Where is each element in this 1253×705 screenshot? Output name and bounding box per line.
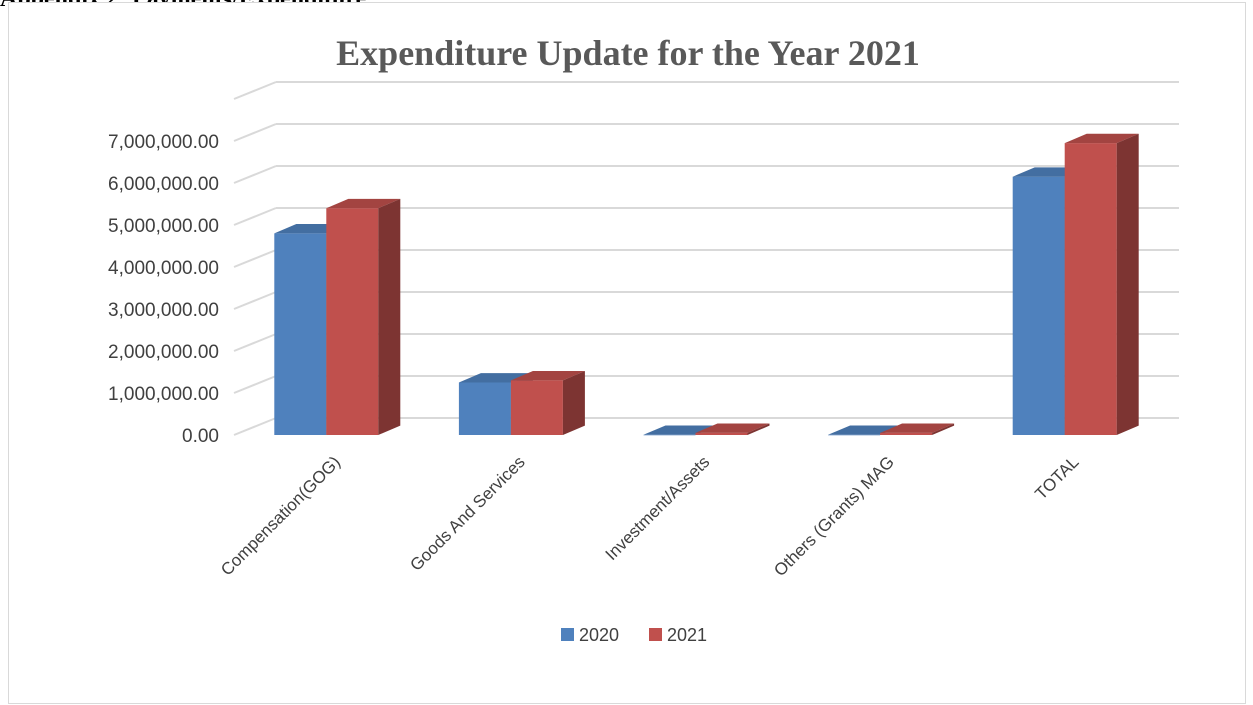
y-tick-label: 7,000,000.00	[108, 132, 219, 153]
y-tick-label: 0.00	[182, 426, 219, 447]
y-tick-label: 2,000,000.00	[108, 342, 219, 363]
bar-front	[828, 434, 881, 436]
bar-side	[1116, 133, 1139, 435]
x-tick-label: TOTAL	[1031, 452, 1082, 503]
y-tick-label: 1,000,000.00	[108, 384, 219, 405]
bar-top	[1064, 133, 1139, 144]
bar-top	[880, 423, 955, 433]
legend: 2020 2021	[561, 625, 707, 645]
chart-title: Expenditure Update for the Year 2021	[336, 33, 920, 73]
bar-front	[1064, 143, 1117, 435]
legend-label: 2021	[667, 625, 707, 645]
bar-front	[643, 434, 696, 436]
gridline-diagonal	[233, 249, 277, 268]
bar-front	[458, 382, 511, 435]
bar-front	[510, 380, 563, 435]
x-tick-label: Goods And Services	[406, 452, 528, 574]
y-tick-label: 4,000,000.00	[108, 258, 219, 279]
bar-front	[274, 233, 327, 435]
y-tick-label: 3,000,000.00	[108, 300, 219, 321]
x-tick-label: Compensation(GOG)	[217, 452, 344, 579]
gridline-diagonal	[233, 291, 277, 310]
bars	[274, 133, 1139, 436]
bar-chart: Expenditure Update for the Year 2021 0.0…	[108, 33, 1179, 645]
y-tick-label: 6,000,000.00	[108, 174, 219, 195]
gridline-diagonal	[233, 207, 277, 226]
gridline-diagonal	[233, 165, 277, 184]
x-tick-label: Investment/Assets	[602, 452, 714, 564]
bar-2021	[695, 423, 770, 435]
legend-swatch-2021	[649, 628, 662, 641]
bar-top	[695, 423, 770, 433]
bar-2021	[880, 423, 955, 435]
bar-front	[1012, 176, 1065, 435]
gridline-diagonal	[233, 333, 277, 352]
gridline-diagonal	[233, 123, 277, 142]
y-axis-ticks: 0.00 1,000,000.00 2,000,000.00 3,000,000.00…	[108, 132, 219, 447]
legend-label: 2020	[579, 625, 619, 645]
bar-top	[510, 371, 585, 381]
legend-swatch-2020	[561, 628, 574, 641]
x-tick-label: Others (Grants) MAG	[770, 452, 898, 580]
bar-front	[326, 208, 379, 435]
bar-side	[747, 423, 770, 435]
bar-2021	[1064, 133, 1139, 435]
chart-frame: Expenditure Update for the Year 2021 0.0…	[8, 2, 1246, 704]
bar-2021	[326, 198, 401, 435]
gridline-diagonal	[233, 375, 277, 394]
y-tick-label: 5,000,000.00	[108, 216, 219, 237]
bar-2021	[510, 371, 585, 435]
bar-side	[378, 198, 401, 435]
x-axis-categories: Compensation(GOG) Goods And Services Inves…	[217, 452, 1082, 580]
gridline-diagonal	[233, 81, 277, 100]
bar-front	[695, 432, 748, 435]
bar-top	[326, 198, 401, 209]
bar-side	[562, 371, 585, 435]
bar-side	[932, 423, 955, 435]
gridline-diagonal	[233, 417, 277, 436]
bar-front	[880, 432, 933, 435]
